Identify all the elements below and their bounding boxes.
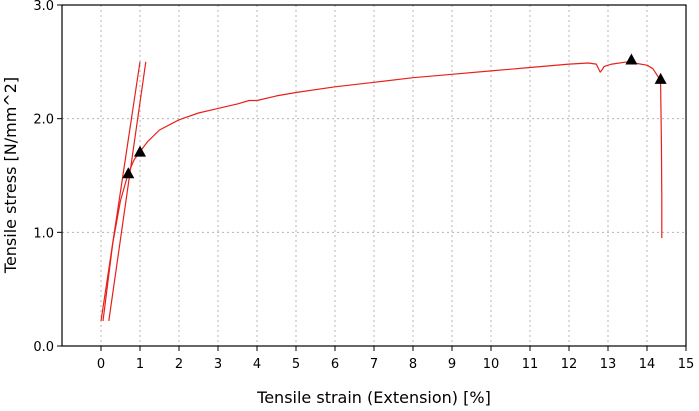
series-layer: [100, 61, 663, 322]
y-tick-label: 1.0: [33, 226, 54, 241]
y-tick-label: 0.0: [33, 340, 54, 355]
x-tick-label: 9: [448, 357, 456, 372]
x-axis-title: Tensile strain (Extension) [%]: [256, 388, 491, 407]
y-axis-ticks: 0.0 1.0 2.0 3.0: [33, 0, 62, 355]
x-tick-label: 7: [370, 357, 378, 372]
x-tick-label: 2: [175, 357, 183, 372]
y-axis-title: Tensile stress [N/mm^2]: [1, 77, 20, 274]
triangle-marker-3: [625, 53, 638, 65]
x-tick-label: 8: [409, 357, 417, 372]
series-line-1: [102, 61, 663, 322]
triangle-marker-2: [134, 145, 146, 157]
x-tick-label: 4: [253, 357, 261, 372]
x-tick-label: 10: [483, 357, 500, 372]
series-line-2: [100, 61, 141, 322]
x-tick-label: 14: [639, 357, 656, 372]
grid-lines: [62, 4, 687, 347]
y-tick-label: 3.0: [33, 0, 54, 14]
x-tick-label: 0: [97, 357, 105, 372]
x-tick-label: 1: [136, 357, 144, 372]
series-line-3: [108, 61, 147, 322]
x-tick-label: 13: [600, 357, 617, 372]
x-tick-label: 3: [214, 357, 222, 372]
x-axis-ticks: 0 1 2 3 4 5 6 7 8 9 10 11 12 13 14 15: [97, 346, 694, 372]
x-tick-label: 12: [561, 357, 578, 372]
marker-layer: [122, 53, 667, 179]
triangle-marker-1: [122, 167, 135, 179]
y-tick-label: 2.0: [33, 113, 54, 128]
x-tick-label: 11: [522, 357, 539, 372]
x-tick-label: 6: [331, 357, 339, 372]
x-tick-label: 15: [678, 357, 695, 372]
triangle-marker-4: [654, 72, 667, 84]
x-tick-label: 5: [292, 357, 300, 372]
